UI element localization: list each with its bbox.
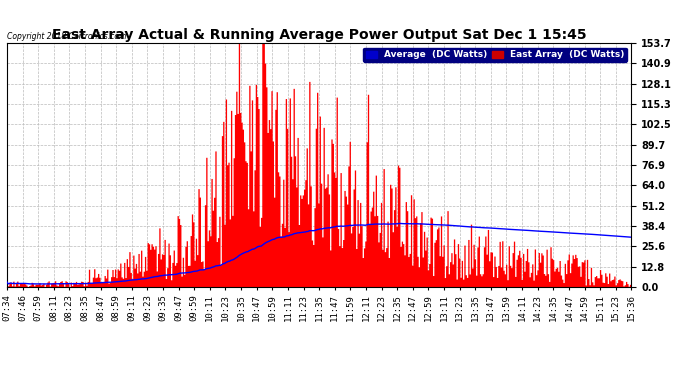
Text: Copyright 2018 Cartronics.com: Copyright 2018 Cartronics.com [7, 32, 126, 41]
Title: East Array Actual & Running Average Power Output Sat Dec 1 15:45: East Array Actual & Running Average Powe… [52, 28, 586, 42]
Legend: Average  (DC Watts), East Array  (DC Watts): Average (DC Watts), East Array (DC Watts… [363, 48, 627, 62]
